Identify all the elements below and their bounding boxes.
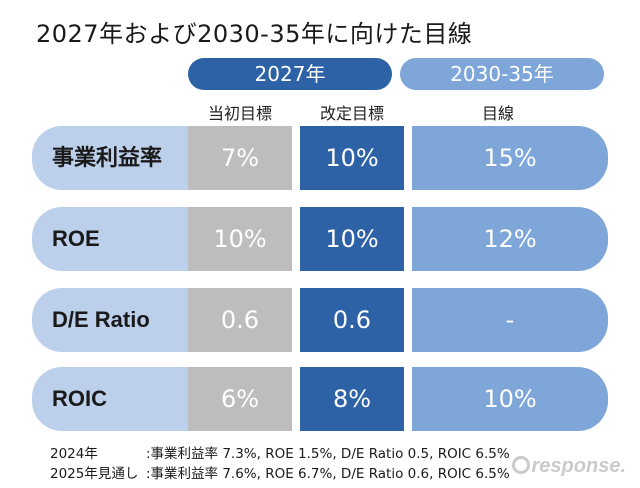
initial-target-value: 0.6 bbox=[188, 288, 292, 352]
footnote-label: 2024年 bbox=[50, 446, 98, 462]
table-row: ROIC 6% 8% 10% bbox=[32, 367, 608, 431]
footnote-text: :事業利益率 7.6%, ROE 6.7%, D/E Ratio 0.6, RO… bbox=[146, 466, 510, 482]
revised-target-value: 10% bbox=[300, 207, 404, 271]
table-row: D/E Ratio 0.6 0.6 - bbox=[32, 288, 608, 352]
footnote-2025-forecast: 2025年見通し :事業利益率 7.6%, ROE 6.7%, D/E Ratio… bbox=[50, 462, 510, 482]
header-2027: 2027年 bbox=[188, 58, 392, 90]
table-row: 事業利益率 7% 10% 15% bbox=[32, 126, 608, 190]
table-row: ROE 10% 10% 12% bbox=[32, 207, 608, 271]
row-label: ROE bbox=[32, 207, 202, 271]
response-logo-icon bbox=[511, 456, 530, 474]
subheader-initial-target: 当初目標 bbox=[207, 104, 272, 123]
target-line-value: 12% bbox=[412, 207, 608, 271]
target-line-value: 15% bbox=[412, 126, 608, 190]
response-watermark: response. bbox=[511, 455, 626, 478]
page-title: 2027年および2030-35年に向けた目線 bbox=[36, 20, 473, 48]
target-line-value: - bbox=[412, 288, 608, 352]
target-line-value: 10% bbox=[412, 367, 608, 431]
header-2030-35: 2030-35年 bbox=[400, 58, 604, 90]
subheader-target-line: 目線 bbox=[481, 104, 514, 123]
watermark-text: response. bbox=[531, 455, 626, 477]
initial-target-value: 10% bbox=[188, 207, 292, 271]
revised-target-value: 0.6 bbox=[300, 288, 404, 352]
subheader-revised-target: 改定目標 bbox=[319, 104, 384, 123]
footnote-text: :事業利益率 7.3%, ROE 1.5%, D/E Ratio 0.5, RO… bbox=[146, 446, 510, 462]
revised-target-value: 10% bbox=[300, 126, 404, 190]
footnote-2024: 2024年 :事業利益率 7.3%, ROE 1.5%, D/E Ratio 0.… bbox=[50, 442, 510, 462]
row-label: ROIC bbox=[32, 367, 202, 431]
row-label: 事業利益率 bbox=[32, 126, 202, 190]
footnote-label: 2025年見通し bbox=[50, 466, 139, 482]
revised-target-value: 8% bbox=[300, 367, 404, 431]
initial-target-value: 6% bbox=[188, 367, 292, 431]
initial-target-value: 7% bbox=[188, 126, 292, 190]
row-label: D/E Ratio bbox=[32, 288, 202, 352]
